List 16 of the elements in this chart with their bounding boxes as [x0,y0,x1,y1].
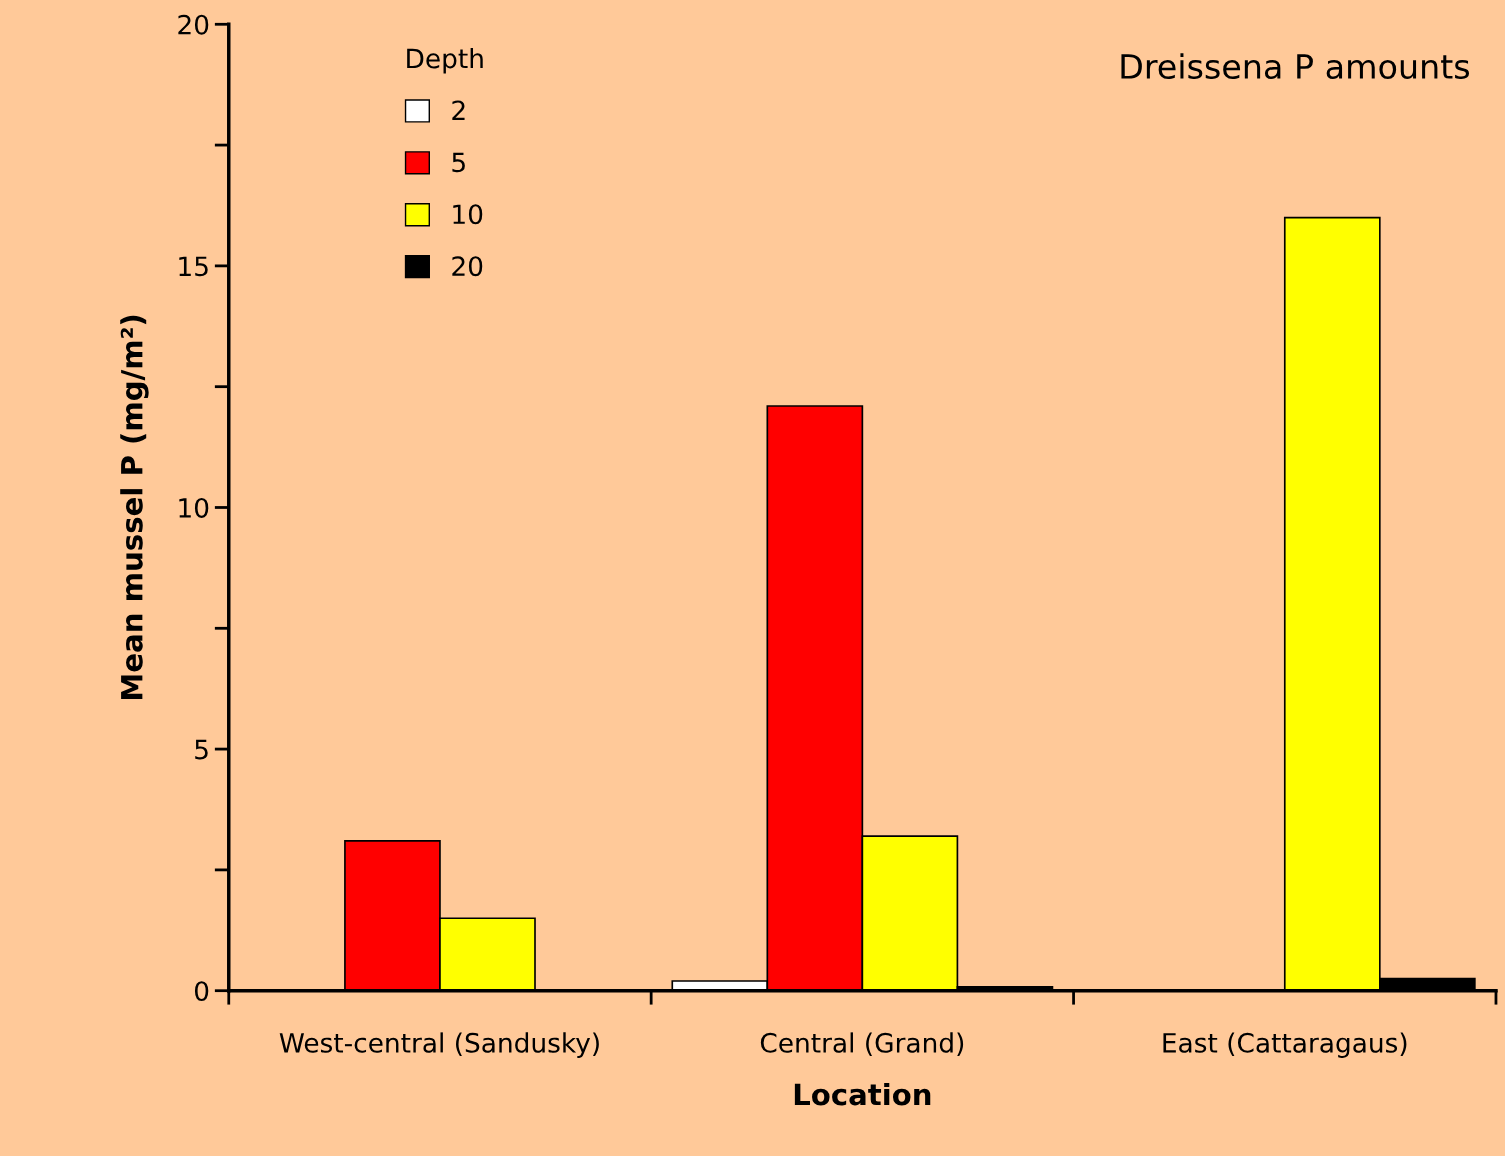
legend-title: Depth [407,48,483,74]
y-tick-label: 0 [194,981,209,1002]
legend-label: 10 [453,204,483,225]
legend-label: 5 [452,152,465,173]
y-tick-label: 5 [195,739,208,760]
x-axis-title: Location [794,1082,931,1106]
legend-label: 20 [452,256,483,277]
y-axis-title: Mean mussel P (mg/m²) [120,315,149,700]
x-tick-label: Central (Grand) [760,1032,964,1056]
text: Dreissena P amounts [1121,53,1470,80]
y-tick-label: 20 [178,14,209,35]
y-tick-label: 10 [179,497,209,518]
y-tick-label: 15 [179,256,208,277]
x-tick-label: East (Cattaragaus) [1163,1032,1407,1058]
legend-label: 2 [452,100,465,121]
x-tick-label: West-central (Sandusky) [279,1032,599,1058]
